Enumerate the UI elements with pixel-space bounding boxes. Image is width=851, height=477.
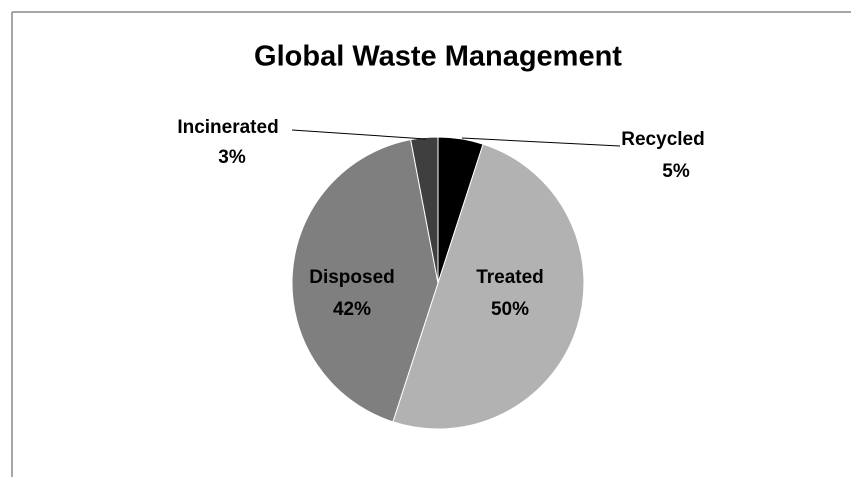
slice-value-label: 5% [662, 161, 690, 182]
leader-line [461, 137, 621, 147]
slice-value-label: 42% [333, 299, 371, 320]
slice-label: Treated [476, 267, 544, 288]
pie-slice [392, 143, 585, 430]
leader-line [291, 129, 427, 140]
pie-slice [410, 136, 439, 284]
slice-label: Recycled [621, 129, 704, 150]
slice-value-label: 50% [491, 299, 529, 320]
slice-label: Disposed [309, 267, 395, 288]
pie-slice [291, 139, 439, 423]
chart-title: Global Waste Management [254, 41, 622, 73]
slice-value-label: 3% [218, 147, 246, 168]
slice-label: Incinerated [177, 117, 278, 138]
